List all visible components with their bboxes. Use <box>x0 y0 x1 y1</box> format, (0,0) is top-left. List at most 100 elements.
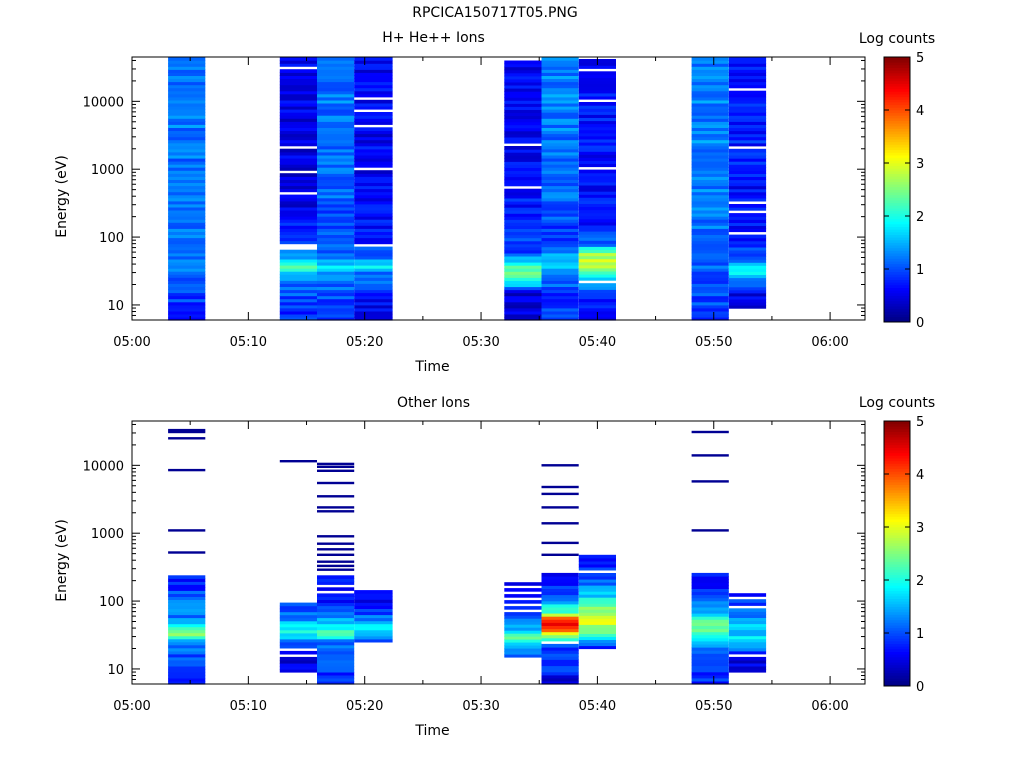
heatmap-cell <box>354 200 393 205</box>
colorbar-swatch <box>884 237 910 241</box>
heatmap-cell <box>317 668 355 673</box>
heatmap-cell <box>279 669 317 673</box>
heatmap-cell <box>168 632 206 637</box>
heatmap-cell <box>578 163 616 168</box>
heatmap-cell <box>354 219 393 223</box>
y-tick-label: 10000 <box>83 459 124 474</box>
heatmap-cell <box>354 136 393 141</box>
heatmap-cell <box>168 255 206 260</box>
heatmap-cell <box>279 121 317 125</box>
heatmap-cell <box>279 611 317 616</box>
heatmap-cell <box>578 585 616 589</box>
heatmap-cell <box>541 130 579 135</box>
heatmap-cell <box>578 191 616 195</box>
colorbar-swatch <box>884 186 910 190</box>
heatmap-cell <box>279 234 317 239</box>
x-tick-label: 06:00 <box>811 335 848 350</box>
heatmap-cell <box>541 194 579 199</box>
heatmap-cell <box>504 63 542 68</box>
heatmap-cell <box>317 57 355 61</box>
heatmap-cell <box>691 243 729 248</box>
heatmap-cell <box>354 593 393 597</box>
heatmap-cell <box>354 255 393 260</box>
heatmap-cell <box>691 277 729 281</box>
heatmap-cell <box>279 265 317 269</box>
colorbar-swatch <box>884 125 910 129</box>
y-axis-label: Energy (eV) <box>54 519 70 602</box>
x-axis-label: Time <box>414 723 449 739</box>
heatmap-cell <box>691 228 729 232</box>
heatmap-cell <box>578 160 616 164</box>
colorbar-swatch <box>884 561 910 565</box>
isolated-count-line <box>317 553 355 556</box>
colorbar-swatch <box>884 205 910 209</box>
heatmap-cell <box>168 289 206 294</box>
colorbar-swatch <box>884 213 910 217</box>
heatmap-cell <box>279 161 317 165</box>
colorbar-tick-label: 1 <box>916 263 924 278</box>
heatmap-cell <box>279 118 317 122</box>
heatmap-cell <box>578 141 616 146</box>
heatmap-cell <box>541 659 579 663</box>
colorbar-swatch <box>884 580 910 584</box>
heatmap-cell <box>541 209 579 214</box>
colorbar-swatch <box>884 564 910 568</box>
heatmap-cell <box>317 647 355 652</box>
heatmap-cell <box>728 614 767 618</box>
heatmap-cell <box>354 151 393 156</box>
colorbar-swatch <box>884 67 910 71</box>
heatmap-cell <box>504 280 542 284</box>
isolated-count-line <box>168 437 206 440</box>
heatmap-cell <box>354 283 393 287</box>
spectrogram-column <box>168 57 206 321</box>
colorbar-swatch <box>884 72 910 76</box>
heatmap-cell <box>168 136 206 141</box>
spectrogram-column <box>354 57 393 321</box>
heatmap-cell <box>168 599 206 603</box>
heatmap-cell <box>504 69 542 74</box>
heatmap-cell <box>317 228 355 232</box>
heatmap-cell <box>504 216 542 220</box>
heatmap-cell <box>691 102 729 107</box>
heatmap-cell <box>541 637 579 642</box>
heatmap-cell <box>504 627 542 631</box>
heatmap-cell <box>168 96 206 101</box>
heatmap-cell <box>691 609 729 614</box>
heatmap-cell <box>578 307 616 312</box>
heatmap-cell <box>279 295 317 300</box>
heatmap-cell <box>578 289 616 293</box>
heatmap-cell <box>578 277 616 281</box>
heatmap-cell <box>317 118 355 122</box>
heatmap-cell <box>541 265 579 269</box>
heatmap-cell <box>691 261 729 266</box>
heatmap-cell <box>728 659 767 664</box>
heatmap-cell <box>578 65 616 69</box>
heatmap-cell <box>541 246 579 251</box>
colorbar-swatch <box>884 131 910 135</box>
heatmap-cell <box>317 659 355 664</box>
heatmap-cell <box>578 231 616 235</box>
heatmap-cell <box>317 130 355 135</box>
colorbar-swatch <box>884 258 910 262</box>
heatmap-cell <box>504 277 542 281</box>
colorbar-swatch <box>884 439 910 443</box>
colorbar-swatch <box>884 303 910 307</box>
heatmap-cell <box>317 148 355 153</box>
heatmap-cell <box>317 145 355 150</box>
heatmap-cell <box>317 191 355 196</box>
heatmap-cell <box>168 665 206 670</box>
heatmap-cell <box>691 283 729 287</box>
heatmap-cell <box>168 69 206 73</box>
heatmap-cell <box>541 313 579 318</box>
heatmap-cell <box>541 151 579 156</box>
heatmap-cell <box>354 90 393 95</box>
heatmap-cell <box>728 78 767 83</box>
colorbar-swatch <box>884 64 910 68</box>
heatmap-cell <box>504 97 542 101</box>
spectrogram-column <box>691 430 729 685</box>
colorbar-swatch <box>884 229 910 233</box>
heatmap-cell <box>728 173 767 177</box>
heatmap-cell <box>279 602 317 607</box>
heatmap-cell <box>691 292 729 297</box>
heatmap-cell <box>541 674 579 679</box>
